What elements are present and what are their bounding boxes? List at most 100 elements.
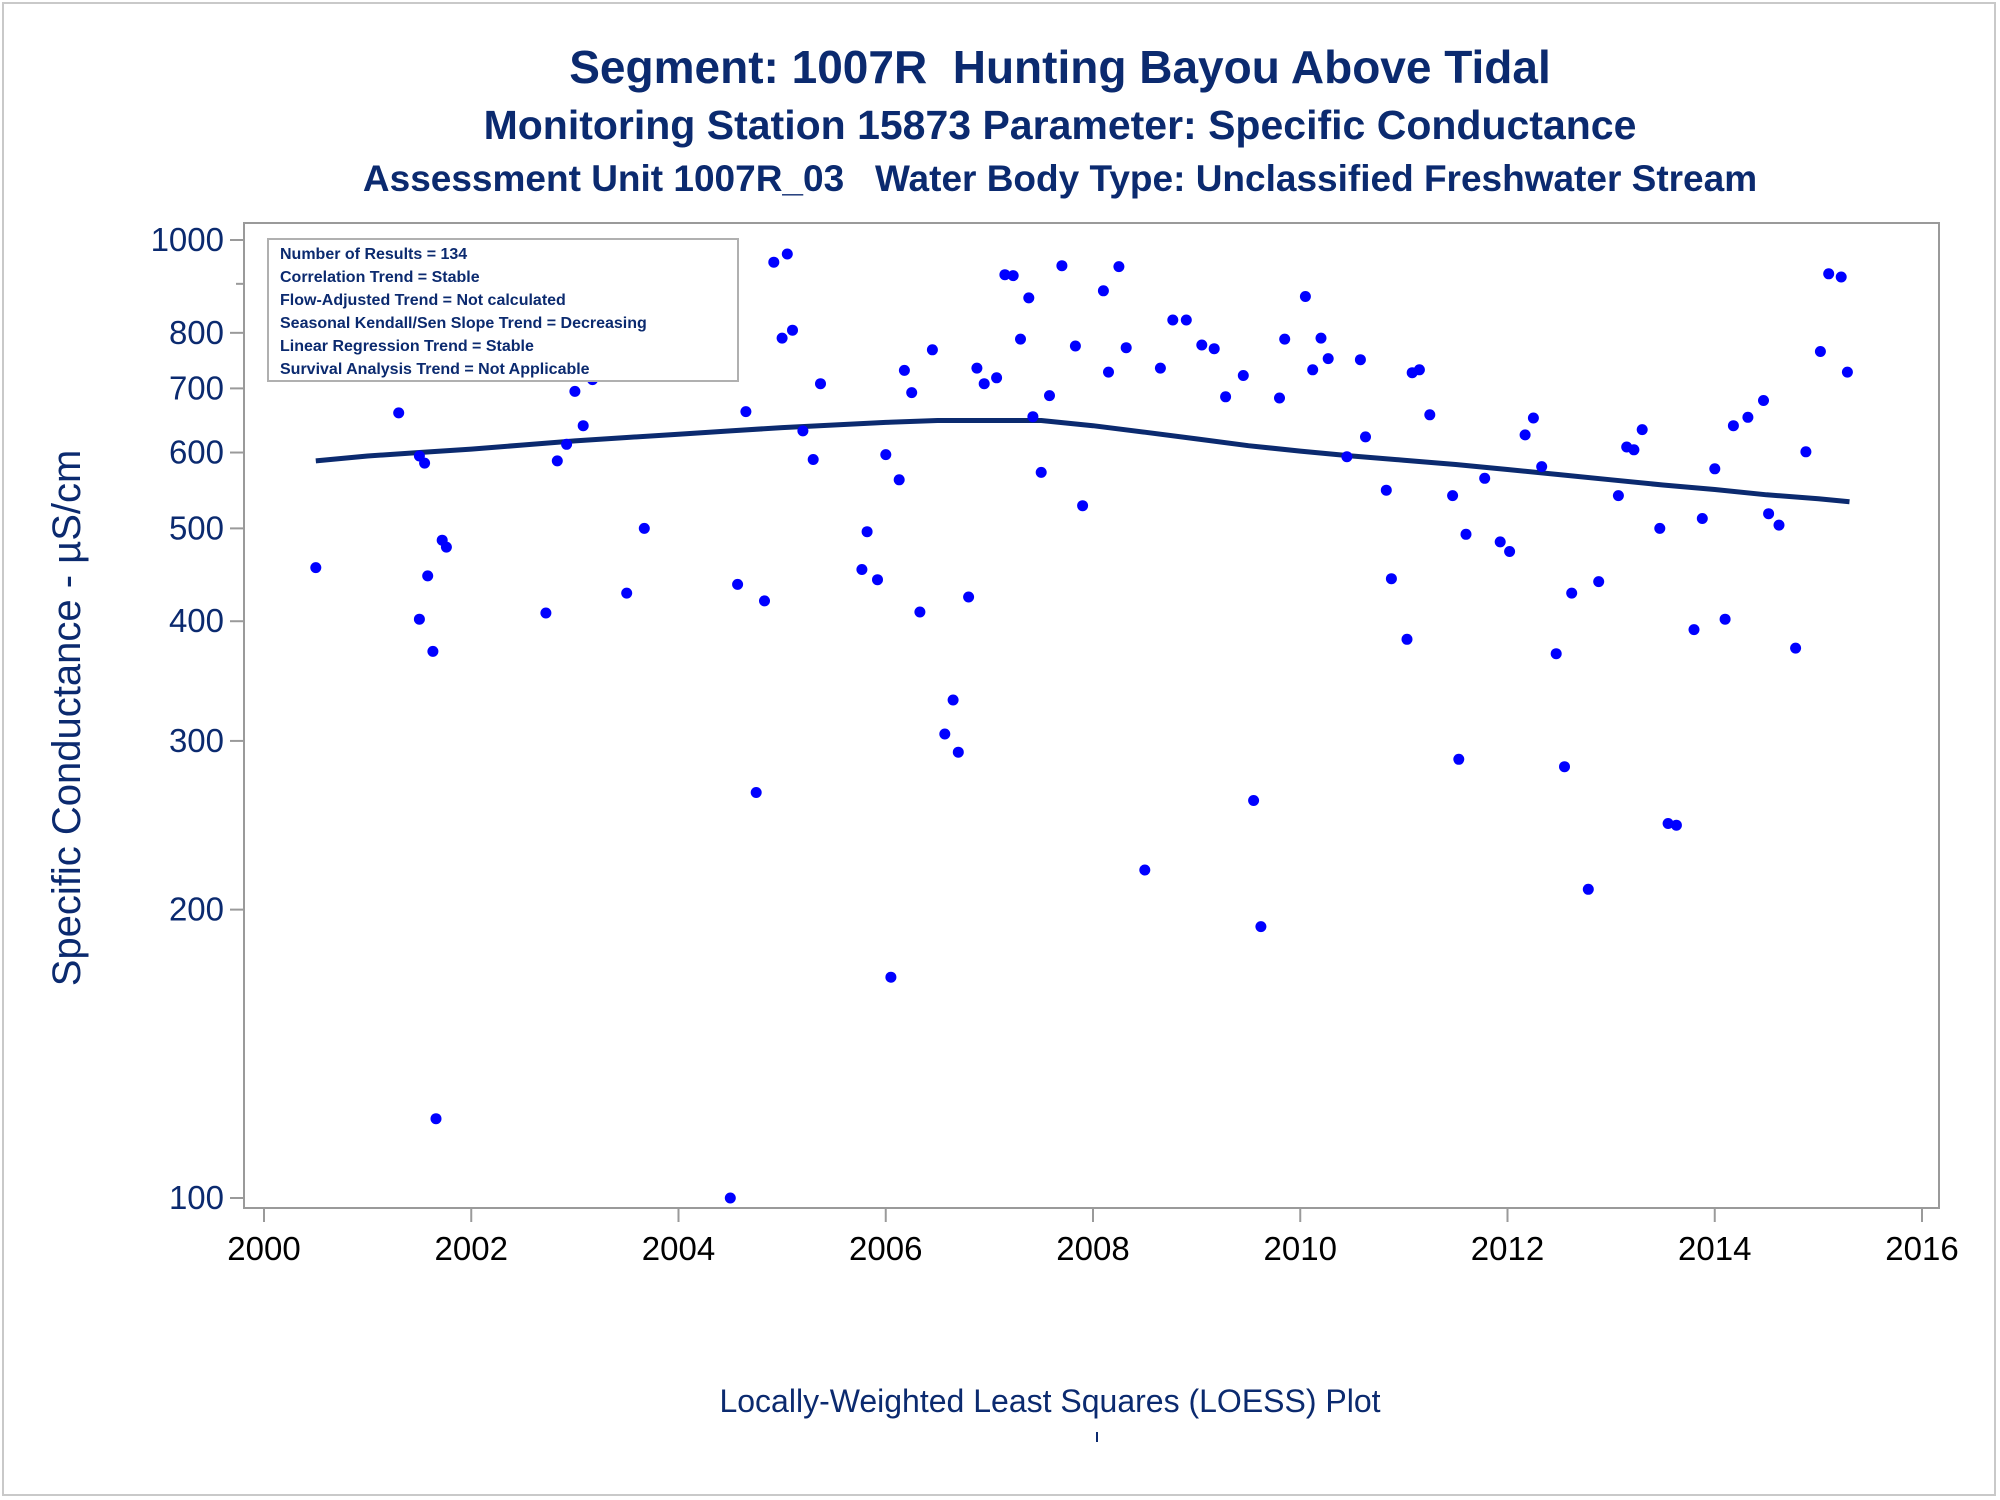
data-point <box>1654 522 1666 534</box>
data-point <box>1800 446 1812 458</box>
data-point <box>1279 333 1291 345</box>
y-axis-label: Specific Conductance - µS/cm <box>45 450 89 987</box>
data-point <box>781 248 793 260</box>
data-point <box>963 591 975 603</box>
data-point <box>1823 268 1835 280</box>
data-point <box>1536 461 1548 473</box>
data-point <box>1360 431 1371 443</box>
data-point <box>1322 353 1334 365</box>
data-point <box>561 438 573 450</box>
data-point <box>906 387 918 399</box>
y-tick-label: 800 <box>169 314 224 351</box>
data-point <box>926 344 938 356</box>
data-point <box>1208 343 1220 355</box>
data-point <box>1453 753 1465 765</box>
data-point <box>1519 429 1531 441</box>
y-tick-label: 400 <box>169 602 224 639</box>
data-point <box>1559 761 1570 773</box>
y-tick-label: 300 <box>169 722 224 759</box>
data-point <box>577 420 589 432</box>
data-point <box>1670 819 1682 831</box>
data-point <box>1274 392 1285 404</box>
data-point <box>815 378 826 390</box>
stats-line: Seasonal Kendall/Sen Slope Trend = Decre… <box>280 315 647 332</box>
data-point <box>1662 818 1674 829</box>
data-point <box>1167 314 1179 326</box>
data-point <box>1056 260 1068 272</box>
data-point <box>1180 314 1192 326</box>
data-point <box>1139 864 1151 876</box>
data-point <box>1527 412 1539 424</box>
data-point <box>1413 364 1425 376</box>
data-point <box>1103 366 1114 378</box>
data-point <box>861 526 873 538</box>
data-point <box>1354 354 1366 366</box>
stats-line: Flow-Adjusted Trend = Not calculated <box>280 292 566 309</box>
data-point <box>732 578 744 590</box>
data-point <box>978 378 990 390</box>
chart-title: Segment: 1007R Hunting Bayou Above Tidal <box>569 41 1551 93</box>
data-point <box>797 425 809 437</box>
x-tick-label: 2002 <box>435 1230 508 1267</box>
data-point <box>1612 490 1624 502</box>
data-point <box>1237 370 1249 381</box>
data-point <box>540 607 552 619</box>
x-tick-label: 2000 <box>227 1230 300 1267</box>
data-point <box>1113 261 1125 273</box>
data-point <box>1814 346 1826 357</box>
data-point <box>880 449 892 461</box>
data-point <box>1196 339 1208 351</box>
chart-subtitle-2: Assessment Unit 1007R_03 Water Body Type… <box>362 158 1758 199</box>
data-point <box>1727 420 1739 432</box>
y-tick-label: 700 <box>169 369 224 406</box>
data-point <box>1077 500 1089 512</box>
data-point <box>1248 795 1260 806</box>
data-point <box>1841 366 1853 378</box>
data-point <box>768 256 780 268</box>
data-point <box>1341 451 1353 463</box>
chart-subtitle: Monitoring Station 15873 Parameter: Spec… <box>483 102 1637 148</box>
data-point <box>1007 270 1019 282</box>
data-point <box>971 362 983 374</box>
data-point <box>1494 536 1506 548</box>
data-point <box>952 746 964 758</box>
x-tick-label: 2004 <box>642 1230 715 1267</box>
loess-curve-layer <box>315 418 1850 505</box>
stats-box: Number of Results = 134 Correlation Trend… <box>267 238 739 382</box>
data-point <box>1069 340 1081 352</box>
data-point <box>569 385 581 397</box>
data-point <box>1628 444 1640 456</box>
stats-line: Linear Regression Trend = Stable <box>280 338 534 355</box>
data-point <box>1154 362 1166 374</box>
stats-line: Survival Analysis Trend = Not Applicable <box>280 361 590 378</box>
stats-box-border <box>267 238 739 382</box>
data-point <box>427 645 439 657</box>
data-point <box>947 694 959 706</box>
stats-line: Number of Results = 134 <box>280 246 467 263</box>
data-point <box>898 364 910 376</box>
data-point <box>310 562 322 574</box>
data-point <box>1550 648 1562 660</box>
data-point <box>787 324 798 336</box>
y-tick-label: 200 <box>169 891 224 928</box>
x-tick-label: 2016 <box>1885 1230 1958 1267</box>
data-point <box>1424 409 1436 421</box>
data-point <box>1763 508 1775 520</box>
data-point <box>1504 546 1516 557</box>
data-point <box>1097 285 1109 297</box>
data-point <box>419 457 431 469</box>
data-point <box>1315 332 1327 344</box>
x-tick-label: 2006 <box>849 1230 922 1267</box>
data-point <box>740 406 752 418</box>
data-point <box>422 570 434 582</box>
data-point <box>1027 411 1039 423</box>
y-tick-label: 1000 <box>151 221 224 258</box>
x-tick-label: 2010 <box>1264 1230 1337 1267</box>
data-point <box>1035 466 1047 478</box>
footnote-mark <box>1096 1432 1098 1442</box>
data-point <box>885 971 897 983</box>
data-point <box>999 269 1011 281</box>
data-point <box>1307 364 1319 376</box>
